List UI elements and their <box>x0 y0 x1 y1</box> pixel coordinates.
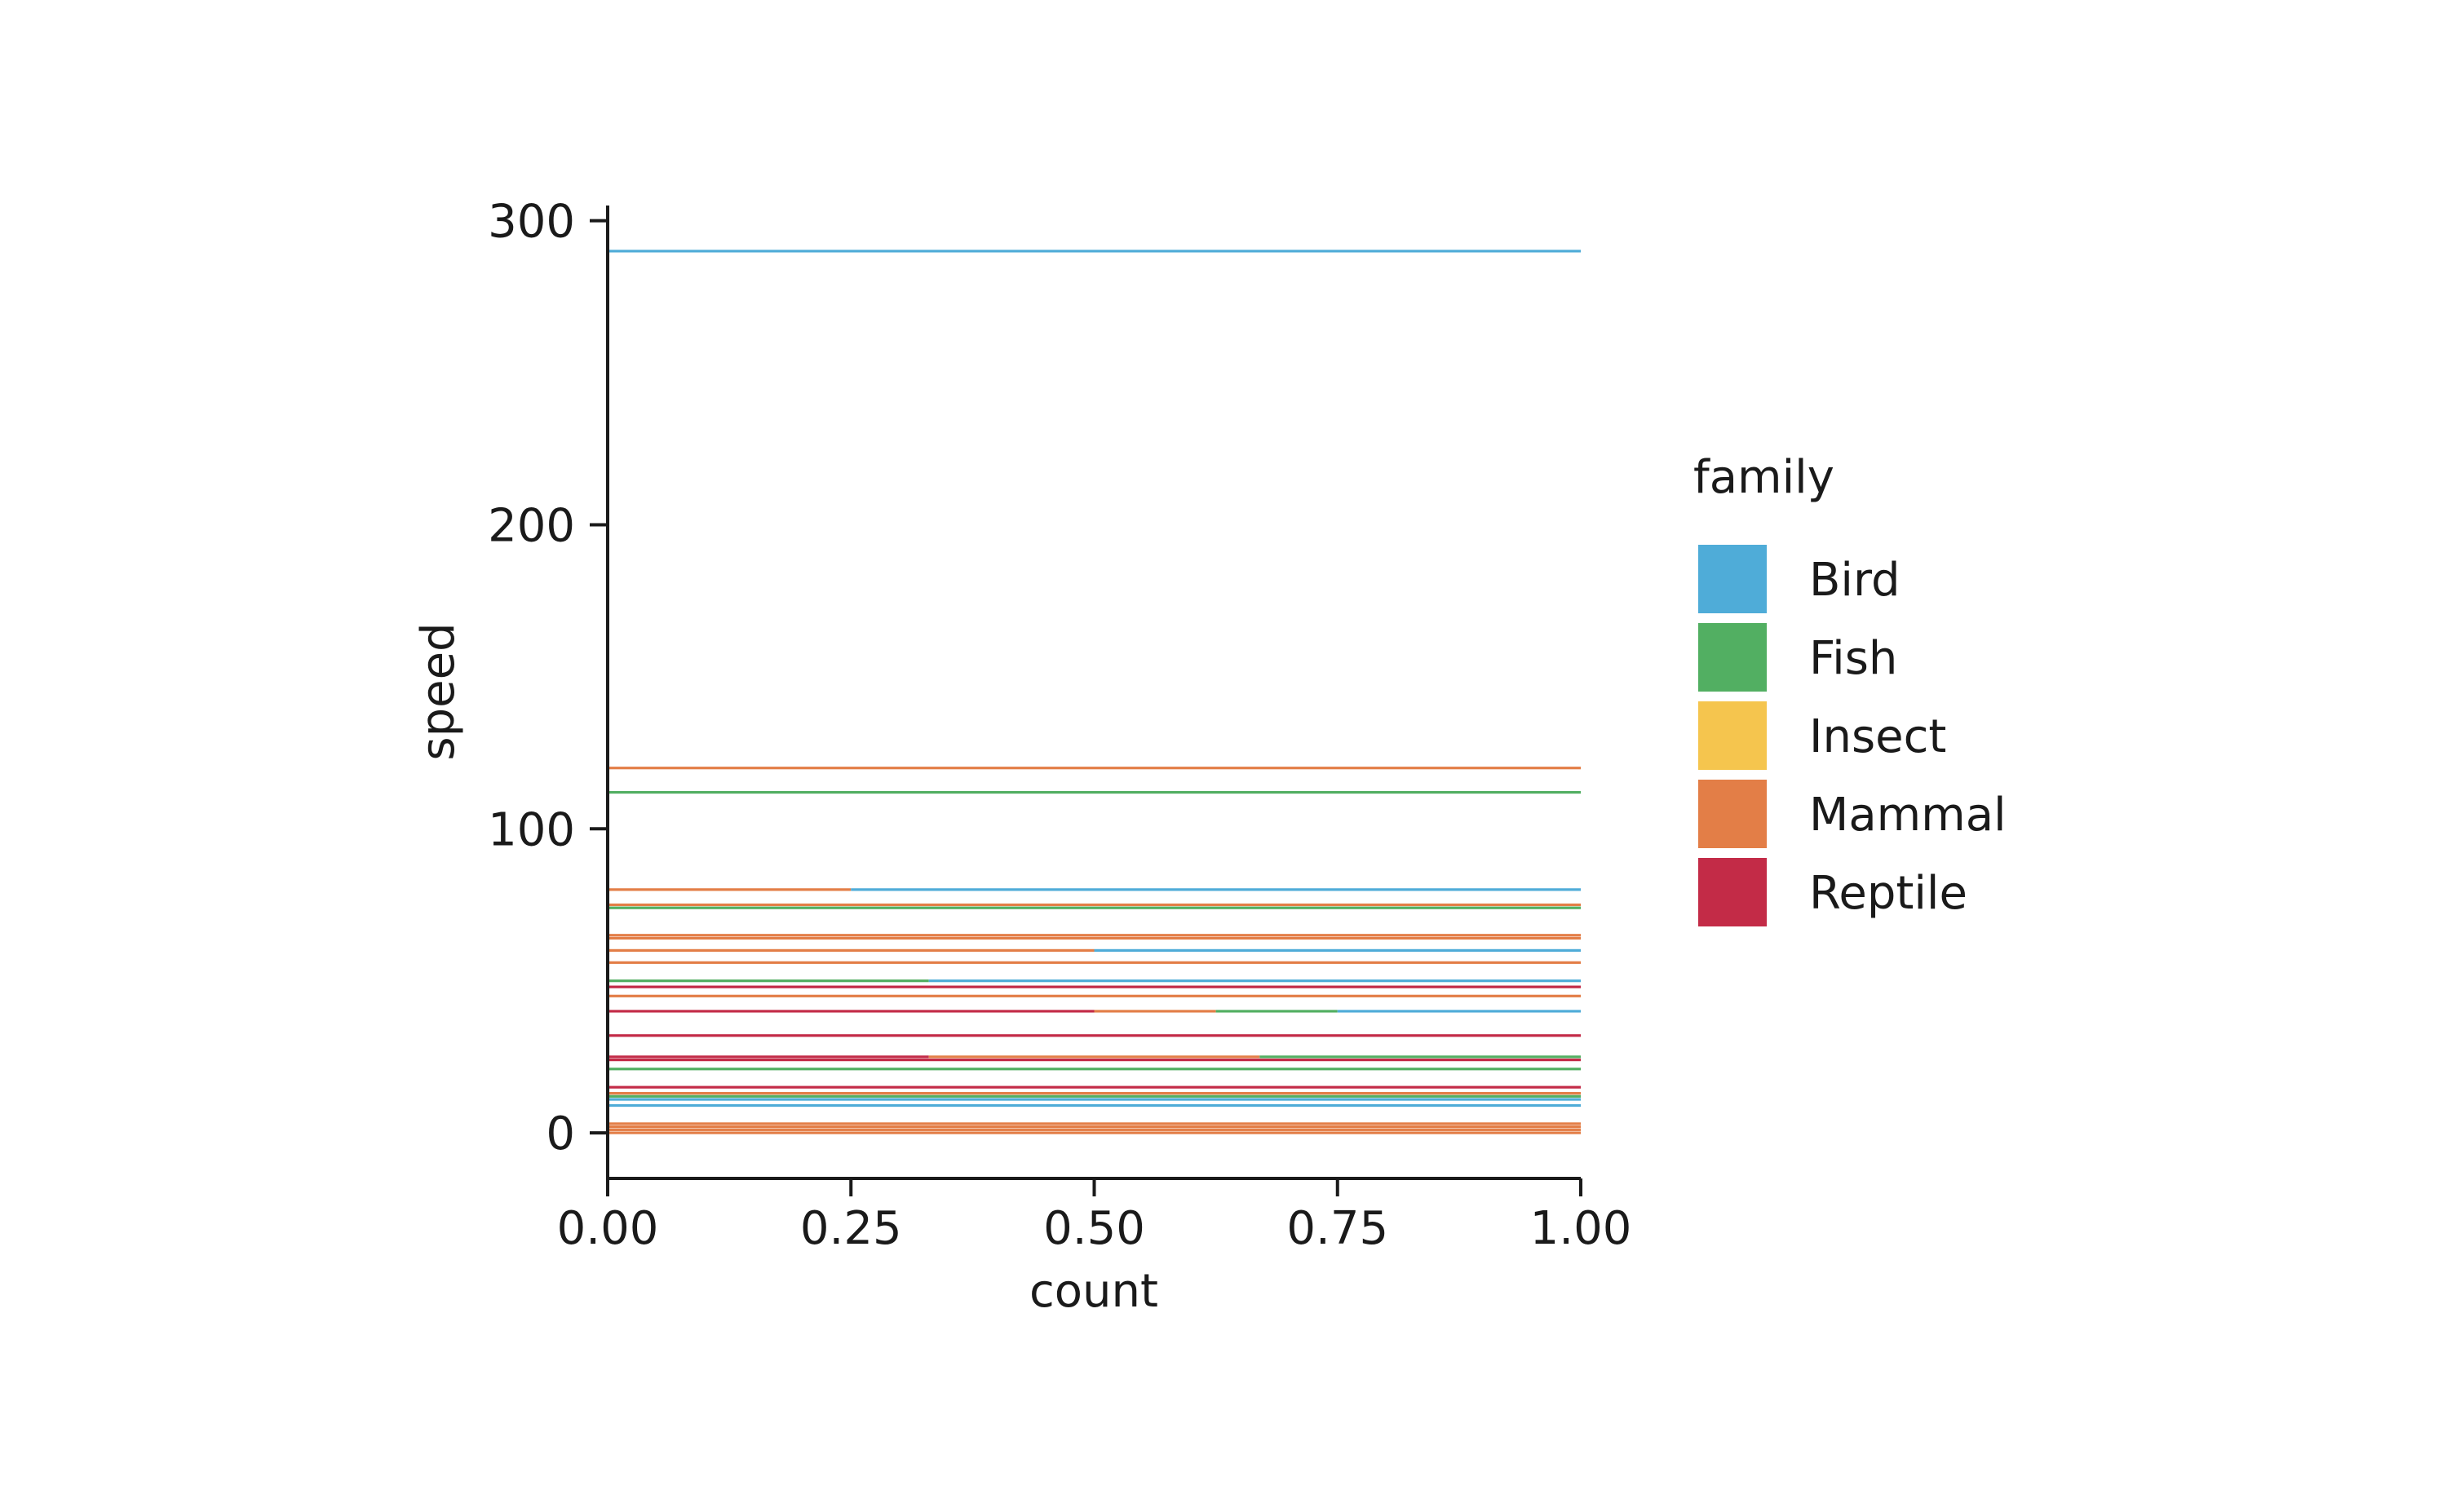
bar-segment-mammal <box>608 1122 1581 1125</box>
y-ticks: 0 100 200 300 <box>488 196 608 1161</box>
bar-segment-fish <box>608 979 929 983</box>
bar-segment-reptile <box>608 1085 1581 1089</box>
bar-segment-reptile <box>608 1059 1581 1062</box>
legend-label-bird: Bird <box>1809 554 1901 607</box>
bar-segment-mammal <box>608 1128 1581 1131</box>
x-tick-label: 0.25 <box>800 1202 902 1255</box>
y-tick-label: 200 <box>488 499 575 552</box>
y-tick-label: 0 <box>546 1107 575 1161</box>
legend-swatch-fish <box>1698 623 1767 692</box>
y-tick-label: 100 <box>488 803 575 856</box>
bar-segment-mammal <box>608 934 1581 937</box>
x-tick-label: 0.50 <box>1043 1202 1145 1255</box>
bar-segment-mammal <box>608 767 1581 770</box>
x-tick-label: 0.00 <box>557 1202 659 1255</box>
bar-segment-bird <box>1094 948 1581 952</box>
bar-segment-fish <box>608 1068 1581 1071</box>
bar-segment-fish <box>608 790 1581 794</box>
bar-segment-mammal <box>608 903 1581 907</box>
bar-segment-bird <box>608 250 1581 253</box>
bar-segment-fish <box>1259 1055 1581 1059</box>
legend-swatch-bird <box>1698 545 1767 613</box>
bar-segment-mammal <box>608 1131 1581 1134</box>
axes-layer <box>606 206 1581 1180</box>
bar-segment-mammal <box>608 1125 1581 1129</box>
x-ticks: 0.00 0.25 0.50 0.75 1.00 <box>557 1178 1632 1255</box>
y-tick-label: 300 <box>488 196 575 249</box>
bar-segment-reptile <box>608 1034 1581 1037</box>
legend-swatch-insect <box>1698 701 1767 770</box>
legend-swatch-reptile <box>1698 858 1767 926</box>
bar-segment-mammal <box>608 948 1095 952</box>
bar-segment-mammal <box>608 1092 1581 1095</box>
bar-segment-reptile <box>608 985 1581 988</box>
bar-segment-bird <box>851 888 1581 891</box>
legend-label-insect: Insect <box>1809 710 1946 763</box>
bar-segment-bird <box>608 1098 1581 1101</box>
legend-entries: Bird Fish Insect Mammal Reptile <box>1698 545 2007 926</box>
x-tick-label: 0.75 <box>1286 1202 1388 1255</box>
bars-layer <box>608 250 1581 1134</box>
bar-segment-mammal <box>608 888 852 891</box>
bar-segment-bird <box>928 979 1581 983</box>
bar-segment-mammal <box>1094 1010 1216 1013</box>
x-axis-label: count <box>1029 1265 1158 1318</box>
legend-label-mammal: Mammal <box>1809 789 2007 842</box>
bar-segment-reptile <box>608 1010 1095 1013</box>
bar-segment-mammal <box>608 961 1581 964</box>
bar-segment-bird <box>608 1103 1581 1107</box>
bar-segment-mammal <box>608 994 1581 997</box>
bar-segment-fish <box>608 1094 1581 1098</box>
bar-segment-fish <box>608 906 1581 909</box>
legend-label-fish: Fish <box>1809 632 1897 685</box>
legend-title: family <box>1693 451 1834 504</box>
bar-segment-bird <box>1337 1010 1581 1013</box>
legend-label-reptile: Reptile <box>1809 867 1967 920</box>
bar-segment-mammal <box>608 936 1581 940</box>
legend-swatch-mammal <box>1698 780 1767 848</box>
bar-segment-fish <box>1215 1010 1338 1013</box>
bar-segment-mammal <box>928 1055 1260 1059</box>
legend: family Bird Fish Insect Mammal Reptile <box>1693 451 2007 926</box>
bar-segment-reptile <box>608 1055 929 1059</box>
x-tick-label: 1.00 <box>1530 1202 1632 1255</box>
y-axis-label: speed <box>412 622 465 760</box>
